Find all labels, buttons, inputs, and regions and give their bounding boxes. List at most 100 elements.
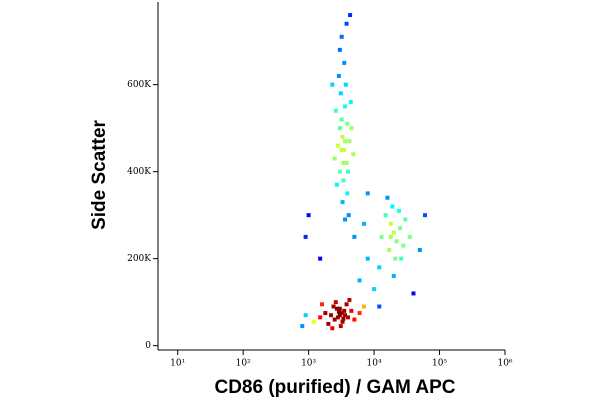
event-dot — [349, 126, 354, 131]
event-dot — [335, 143, 340, 148]
event-dot — [423, 213, 428, 218]
event-dot — [339, 147, 344, 152]
event-dot — [385, 195, 390, 200]
event-dot — [337, 47, 342, 52]
y-axis-title: Side Scatter — [89, 119, 110, 229]
event-dot — [334, 182, 339, 187]
event-dot — [337, 169, 342, 174]
event-dot — [417, 247, 422, 252]
event-dot — [318, 315, 323, 320]
event-dot — [399, 256, 404, 261]
event-dot — [351, 152, 356, 157]
event-dot — [338, 324, 343, 329]
event-dot — [393, 256, 398, 261]
event-dot — [342, 60, 347, 65]
event-dot — [311, 319, 316, 324]
event-dot — [300, 324, 305, 329]
event-dot — [337, 306, 342, 311]
event-dot — [343, 139, 348, 144]
event-dot — [331, 304, 336, 309]
event-dot — [340, 200, 345, 205]
event-dot — [339, 311, 344, 316]
event-dot — [391, 230, 396, 235]
event-dot — [387, 247, 392, 252]
event-dot — [335, 315, 340, 320]
event-dot — [344, 21, 349, 26]
event-dot — [357, 278, 362, 283]
event-dot — [398, 226, 403, 231]
event-dot — [337, 126, 342, 131]
event-dot — [346, 169, 351, 174]
event-dot — [333, 108, 338, 113]
event-dot — [338, 91, 343, 96]
event-dot — [343, 217, 348, 222]
event-dot — [334, 306, 339, 311]
event-dot — [383, 213, 388, 218]
event-dot — [347, 139, 352, 144]
event-dot — [344, 302, 349, 307]
event-dot — [344, 160, 349, 165]
event-dot — [323, 311, 328, 316]
x-tick-label: 10² — [236, 359, 251, 369]
event-dot — [345, 121, 350, 126]
event-dot — [390, 204, 395, 209]
event-dot — [377, 265, 382, 270]
event-dot — [341, 160, 346, 165]
event-dot — [326, 321, 331, 326]
event-dot — [388, 234, 393, 239]
event-dot — [372, 287, 377, 292]
x-tick-label: 10⁴ — [367, 359, 382, 369]
event-dot — [343, 104, 348, 109]
event-dot — [340, 319, 345, 324]
x-tick-label: 10⁶ — [497, 359, 512, 369]
event-dot — [365, 191, 370, 196]
event-dot — [342, 308, 347, 313]
event-dot — [348, 100, 353, 105]
x-tick-label: 10⁵ — [432, 359, 447, 369]
event-dot — [411, 291, 416, 296]
event-dot — [343, 82, 348, 87]
x-tick-label: 10¹ — [170, 359, 185, 369]
event-dot — [336, 73, 341, 78]
event-dot — [318, 256, 323, 261]
event-dot — [306, 213, 311, 218]
y-tick-label: 0 — [145, 341, 151, 351]
event-dot — [365, 256, 370, 261]
event-dot — [348, 13, 353, 18]
event-dot — [352, 234, 357, 239]
event-dot — [407, 234, 412, 239]
event-dot — [339, 34, 344, 39]
event-dot — [401, 243, 406, 248]
event-dot — [346, 213, 351, 218]
event-dot — [361, 304, 366, 309]
event-dot — [303, 234, 308, 239]
event-dot — [388, 221, 393, 226]
event-dot — [341, 178, 346, 183]
event-dot — [361, 221, 366, 226]
x-tick-label: 10³ — [301, 359, 316, 369]
event-dot — [336, 309, 341, 314]
y-tick-label: 600K — [127, 80, 151, 90]
event-dot — [377, 304, 382, 309]
event-dot — [330, 82, 335, 87]
event-dot — [394, 239, 399, 244]
event-dot — [341, 316, 346, 321]
x-axis-title: CD86 (purified) / GAM APC — [214, 377, 455, 398]
event-dot — [330, 326, 335, 331]
event-dot — [342, 147, 347, 152]
event-dot — [329, 313, 334, 318]
event-dot — [352, 317, 357, 322]
event-dot — [357, 311, 362, 316]
event-dot — [349, 308, 354, 313]
event-dot — [332, 156, 337, 161]
event-dot — [391, 274, 396, 279]
event-dot — [303, 313, 308, 318]
y-tick-label: 200K — [127, 254, 151, 264]
event-dot — [379, 234, 384, 239]
y-tick-label: 400K — [127, 167, 151, 177]
event-dot — [337, 313, 342, 318]
event-dot — [403, 217, 408, 222]
event-dot — [332, 317, 337, 322]
